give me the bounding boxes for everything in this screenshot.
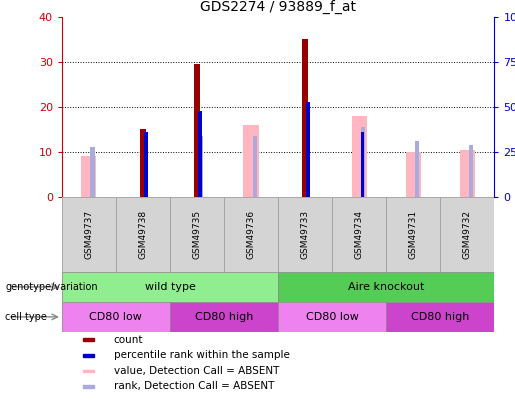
Bar	[62, 197, 116, 272]
Bar	[460, 150, 475, 197]
Bar	[332, 197, 386, 272]
Bar	[278, 302, 386, 332]
Text: GSM49731: GSM49731	[409, 210, 418, 259]
Text: GSM49734: GSM49734	[355, 210, 364, 259]
Bar	[440, 197, 494, 272]
Bar	[406, 152, 421, 197]
Bar	[278, 272, 494, 302]
Text: GSM49736: GSM49736	[247, 210, 255, 259]
Bar	[415, 141, 419, 197]
Bar	[170, 197, 224, 272]
Text: CD80 high: CD80 high	[195, 312, 253, 322]
Bar	[91, 147, 95, 197]
Text: percentile rank within the sample: percentile rank within the sample	[114, 350, 289, 360]
Bar	[83, 370, 94, 372]
Bar	[81, 156, 96, 197]
Text: rank, Detection Call = ABSENT: rank, Detection Call = ABSENT	[114, 382, 274, 392]
Text: GSM49738: GSM49738	[139, 210, 147, 259]
Bar	[116, 197, 170, 272]
Text: GSM49735: GSM49735	[193, 210, 201, 259]
Title: GDS2274 / 93889_f_at: GDS2274 / 93889_f_at	[200, 0, 356, 15]
Text: wild type: wild type	[145, 282, 195, 292]
Bar	[352, 116, 367, 197]
Text: GSM49737: GSM49737	[84, 210, 93, 259]
Bar	[140, 130, 146, 197]
Text: value, Detection Call = ABSENT: value, Detection Call = ABSENT	[114, 366, 279, 376]
Bar	[62, 302, 170, 332]
Bar	[224, 197, 278, 272]
Bar	[194, 64, 200, 197]
Bar	[198, 111, 202, 197]
Text: CD80 high: CD80 high	[411, 312, 470, 322]
Text: GSM49733: GSM49733	[301, 210, 310, 259]
Bar	[253, 136, 257, 197]
Text: genotype/variation: genotype/variation	[5, 282, 98, 292]
Bar	[361, 127, 365, 197]
Bar	[83, 354, 94, 356]
Text: count: count	[114, 335, 143, 345]
Text: Aire knockout: Aire knockout	[348, 282, 424, 292]
Text: GSM49732: GSM49732	[463, 210, 472, 259]
Bar	[386, 197, 440, 272]
Bar	[170, 302, 278, 332]
Bar	[278, 197, 332, 272]
Bar	[306, 102, 310, 197]
Bar	[199, 136, 203, 197]
Bar	[83, 339, 94, 341]
Bar	[469, 145, 473, 197]
Text: CD80 low: CD80 low	[90, 312, 142, 322]
Bar	[360, 132, 364, 197]
Text: CD80 low: CD80 low	[306, 312, 358, 322]
Bar	[386, 302, 494, 332]
Text: cell type: cell type	[5, 312, 47, 322]
Bar	[62, 272, 278, 302]
Bar	[83, 385, 94, 388]
Bar	[144, 132, 148, 197]
Bar	[302, 39, 308, 197]
Bar	[244, 125, 259, 197]
